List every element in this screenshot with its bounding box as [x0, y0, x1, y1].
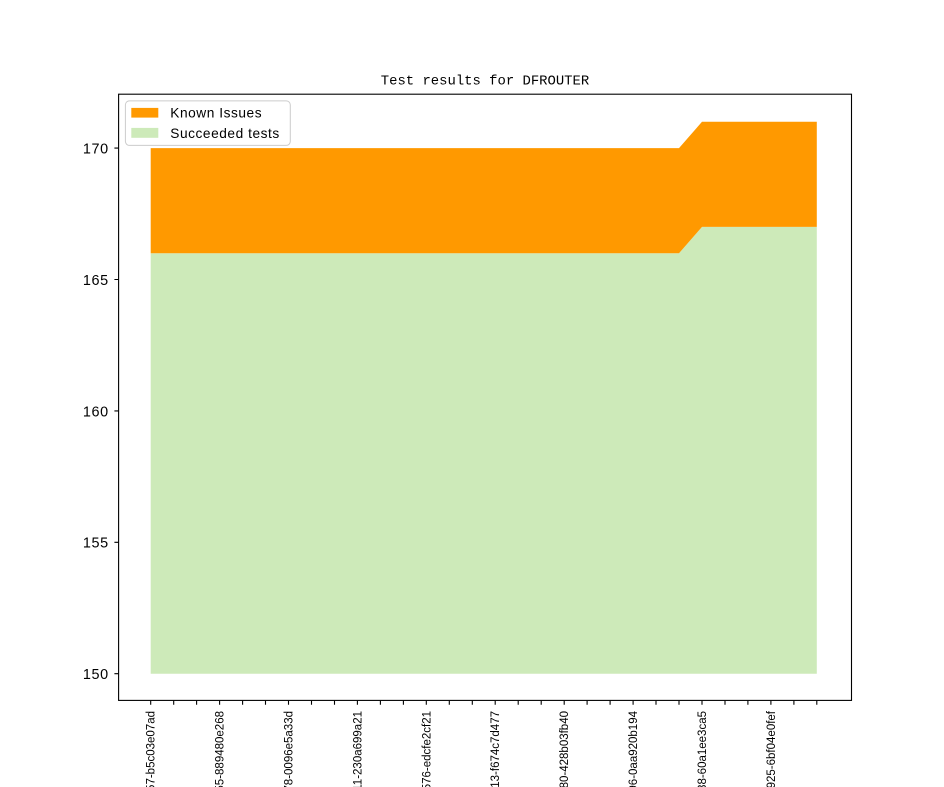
svg-text:160: 160: [83, 404, 109, 420]
svg-text:576-edcfe2cf21: 576-edcfe2cf21: [421, 711, 433, 787]
svg-text:165: 165: [83, 273, 109, 289]
svg-text:78-0096e5a33d: 78-0096e5a33d: [284, 711, 296, 787]
svg-text:88-60a1ee3ca5: 88-60a1ee3ca5: [697, 711, 709, 787]
svg-text:57-b5c03e07ad: 57-b5c03e07ad: [146, 711, 158, 787]
svg-text:11-230a699a21: 11-230a699a21: [352, 711, 364, 787]
svg-text:Succeeded tests: Succeeded tests: [170, 126, 279, 141]
svg-text:96-0aa920b194: 96-0aa920b194: [628, 710, 640, 787]
svg-text:13-f674c7d477: 13-f674c7d477: [490, 711, 502, 787]
svg-text:925-6bf04e0fef: 925-6bf04e0fef: [766, 710, 778, 787]
svg-text:Test results for DFROUTER: Test results for DFROUTER: [381, 74, 589, 90]
svg-text:Known Issues: Known Issues: [170, 106, 262, 121]
svg-text:155: 155: [83, 536, 109, 552]
svg-text:80-428b03fb40: 80-428b03fb40: [559, 711, 571, 787]
svg-text:55-889480e268: 55-889480e268: [215, 711, 227, 787]
svg-text:170: 170: [83, 142, 109, 158]
svg-text:150: 150: [83, 667, 109, 683]
